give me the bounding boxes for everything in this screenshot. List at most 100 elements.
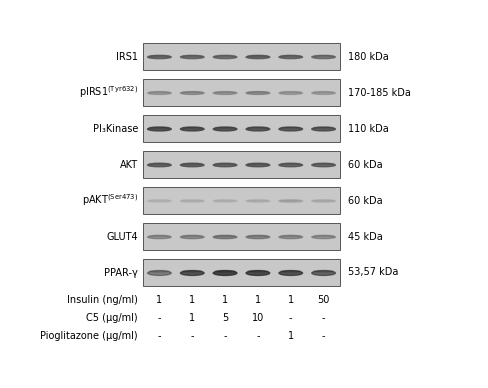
Text: 60 kDa: 60 kDa: [348, 196, 383, 206]
Ellipse shape: [181, 127, 204, 131]
Ellipse shape: [279, 92, 303, 94]
Ellipse shape: [215, 127, 235, 128]
Text: AKT: AKT: [120, 159, 138, 170]
Ellipse shape: [313, 127, 334, 128]
Ellipse shape: [181, 55, 204, 59]
Ellipse shape: [213, 200, 237, 202]
Ellipse shape: [248, 127, 268, 128]
Ellipse shape: [181, 271, 204, 275]
Text: -: -: [158, 313, 161, 323]
Bar: [143, 259, 340, 286]
Text: 45 kDa: 45 kDa: [348, 232, 383, 241]
Ellipse shape: [215, 55, 235, 57]
Ellipse shape: [248, 163, 268, 165]
Ellipse shape: [312, 92, 335, 94]
Ellipse shape: [213, 127, 237, 131]
Text: -: -: [289, 313, 292, 323]
Text: IRS1: IRS1: [116, 52, 138, 62]
Text: 170-185 kDa: 170-185 kDa: [348, 88, 411, 97]
Text: 50: 50: [317, 295, 330, 305]
Text: 1: 1: [189, 295, 195, 305]
Ellipse shape: [279, 55, 303, 59]
Ellipse shape: [182, 127, 203, 128]
Ellipse shape: [246, 127, 270, 131]
Ellipse shape: [182, 163, 203, 165]
Ellipse shape: [248, 55, 268, 57]
Bar: [143, 187, 340, 214]
Ellipse shape: [149, 235, 169, 237]
Ellipse shape: [313, 92, 334, 93]
Ellipse shape: [213, 236, 237, 239]
Text: GLUT4: GLUT4: [106, 232, 138, 241]
Ellipse shape: [147, 271, 171, 275]
Ellipse shape: [147, 92, 171, 94]
Ellipse shape: [312, 236, 335, 239]
Ellipse shape: [279, 127, 303, 131]
Ellipse shape: [312, 271, 335, 275]
Ellipse shape: [313, 55, 334, 57]
Ellipse shape: [246, 271, 270, 275]
Ellipse shape: [215, 92, 235, 93]
Text: PI₃Kinase: PI₃Kinase: [93, 123, 138, 133]
Ellipse shape: [279, 271, 303, 275]
Ellipse shape: [279, 236, 303, 239]
Ellipse shape: [149, 163, 169, 165]
Ellipse shape: [281, 55, 301, 57]
Text: pIRS1$^{\mathregular{(Tyr632)}}$: pIRS1$^{\mathregular{(Tyr632)}}$: [79, 85, 138, 100]
Ellipse shape: [248, 200, 268, 201]
Text: -: -: [322, 331, 325, 341]
Ellipse shape: [181, 92, 204, 94]
Ellipse shape: [281, 163, 301, 165]
Ellipse shape: [312, 127, 335, 131]
Text: -: -: [158, 331, 161, 341]
Ellipse shape: [281, 200, 301, 201]
Ellipse shape: [181, 236, 204, 239]
Text: 1: 1: [189, 313, 195, 323]
Text: 60 kDa: 60 kDa: [348, 159, 383, 170]
Text: 1: 1: [222, 295, 228, 305]
Bar: [143, 79, 340, 106]
Ellipse shape: [312, 163, 335, 167]
Ellipse shape: [215, 200, 235, 201]
Ellipse shape: [149, 92, 169, 93]
Text: 10: 10: [252, 313, 264, 323]
Ellipse shape: [215, 235, 235, 237]
Text: -: -: [190, 331, 194, 341]
Ellipse shape: [213, 271, 237, 275]
Ellipse shape: [215, 163, 235, 165]
Ellipse shape: [281, 127, 301, 128]
Ellipse shape: [149, 200, 169, 201]
Ellipse shape: [313, 200, 334, 201]
Text: -: -: [224, 331, 227, 341]
Text: C5 (μg/ml): C5 (μg/ml): [86, 313, 138, 323]
Ellipse shape: [149, 127, 169, 128]
Ellipse shape: [313, 235, 334, 237]
Text: Pioglitazone (μg/ml): Pioglitazone (μg/ml): [41, 331, 138, 341]
Ellipse shape: [246, 55, 270, 59]
Text: 110 kDa: 110 kDa: [348, 123, 389, 133]
Ellipse shape: [279, 200, 303, 202]
Text: 1: 1: [288, 331, 294, 341]
Text: -: -: [322, 313, 325, 323]
Ellipse shape: [182, 55, 203, 57]
Ellipse shape: [312, 200, 335, 202]
Text: 5: 5: [222, 313, 228, 323]
Ellipse shape: [149, 270, 169, 272]
Ellipse shape: [279, 163, 303, 167]
Text: -: -: [256, 331, 260, 341]
Bar: [143, 115, 340, 142]
Ellipse shape: [147, 236, 171, 239]
Text: PPAR-γ: PPAR-γ: [104, 267, 138, 277]
Ellipse shape: [213, 92, 237, 94]
Ellipse shape: [182, 200, 203, 201]
Ellipse shape: [213, 163, 237, 167]
Text: 53,57 kDa: 53,57 kDa: [348, 267, 398, 277]
Ellipse shape: [246, 92, 270, 94]
Ellipse shape: [248, 92, 268, 93]
Ellipse shape: [215, 270, 235, 272]
Ellipse shape: [182, 92, 203, 93]
Bar: [143, 151, 340, 178]
Ellipse shape: [181, 163, 204, 167]
Text: 1: 1: [156, 295, 163, 305]
Ellipse shape: [248, 270, 268, 272]
